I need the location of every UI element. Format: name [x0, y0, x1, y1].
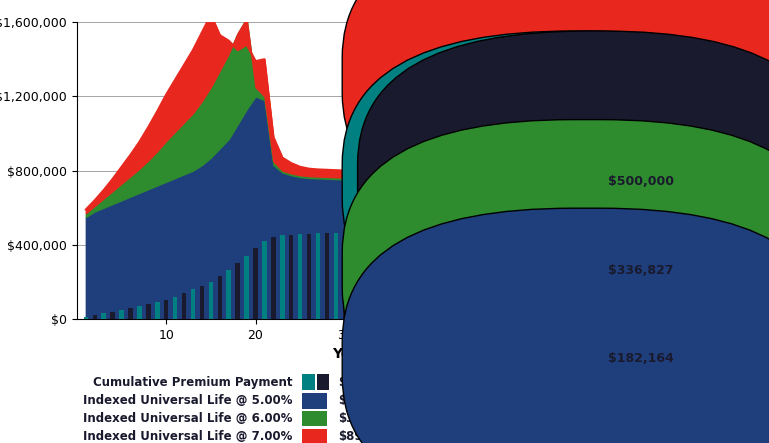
Bar [396, 232, 401, 319]
Text: Cumulative Premium Payment: Cumulative Premium Payment [93, 376, 292, 389]
Bar [441, 231, 445, 319]
Text: $336,827: $336,827 [608, 264, 673, 277]
Bar [369, 232, 374, 319]
Bar [450, 231, 454, 319]
Bar [271, 237, 275, 319]
Bar [253, 249, 258, 319]
Bar [200, 286, 204, 319]
Bar [208, 282, 213, 319]
Bar [119, 310, 124, 319]
Bar [530, 236, 534, 319]
Text: $500,000: $500,000 [608, 175, 674, 188]
Bar [378, 232, 383, 319]
Bar [468, 230, 472, 319]
Text: $891,190: $891,190 [338, 430, 400, 443]
Bar [504, 229, 508, 319]
Bar [137, 306, 141, 319]
Bar [351, 233, 356, 319]
Bar [593, 232, 597, 319]
Bar [191, 289, 195, 319]
Text: Indexed Universal Life @ 6.00%: Indexed Universal Life @ 6.00% [83, 412, 292, 425]
Bar [302, 411, 327, 426]
Bar [128, 308, 133, 319]
Bar [458, 230, 463, 319]
Bar [302, 393, 327, 408]
Bar [262, 241, 267, 319]
Bar [388, 232, 391, 319]
Bar [155, 302, 159, 319]
Bar [302, 374, 315, 390]
Bar [235, 263, 240, 319]
Bar [316, 233, 320, 319]
Bar [423, 231, 428, 319]
Bar [218, 276, 222, 319]
Bar [334, 233, 338, 319]
Text: At Year 55: At Year 55 [410, 349, 482, 362]
Bar [111, 311, 115, 319]
Text: $500,000: $500,000 [338, 376, 400, 389]
Bar [574, 228, 579, 319]
Bar [302, 429, 327, 443]
Bar [405, 232, 410, 319]
Bar [414, 231, 418, 319]
Bar [342, 233, 347, 319]
Bar [102, 313, 106, 319]
Bar [432, 231, 436, 319]
Bar [539, 237, 544, 319]
Bar [566, 226, 571, 319]
Bar [84, 317, 88, 319]
Bar [289, 234, 294, 319]
Bar [512, 229, 517, 319]
Text: $891,190: $891,190 [608, 69, 673, 82]
Text: $182,164: $182,164 [338, 394, 400, 408]
Bar [584, 230, 588, 319]
Bar [307, 233, 311, 319]
Bar [298, 234, 302, 319]
Bar [227, 270, 231, 319]
Bar [485, 230, 490, 319]
X-axis label: Years: Years [332, 347, 375, 361]
Bar [317, 374, 329, 390]
Bar [280, 236, 285, 319]
Text: $336,827: $336,827 [338, 412, 400, 425]
Bar [477, 230, 481, 319]
Text: Indexed Universal Life @ 5.00%: Indexed Universal Life @ 5.00% [83, 394, 292, 408]
Bar [361, 233, 365, 319]
Bar [245, 256, 249, 319]
Bar [557, 241, 561, 319]
Bar [146, 304, 151, 319]
Bar [173, 297, 178, 319]
Bar [92, 315, 97, 319]
Bar [181, 293, 186, 319]
Bar [325, 233, 329, 319]
Bar [494, 230, 499, 319]
Bar [164, 300, 168, 319]
Text: Indexed Universal Life @ 7.00%: Indexed Universal Life @ 7.00% [83, 430, 292, 443]
Bar [521, 229, 526, 319]
Bar [548, 239, 552, 319]
Text: $182,164: $182,164 [608, 352, 674, 365]
